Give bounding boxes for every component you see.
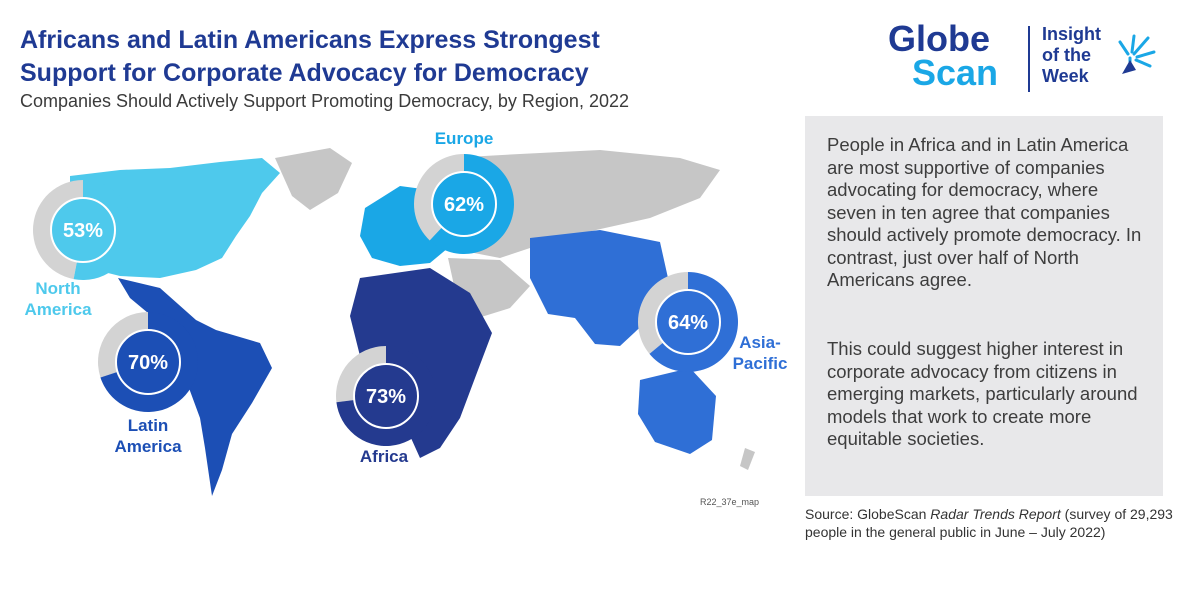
donut-2: 70% Latin America (97, 312, 198, 456)
donut-center (431, 171, 497, 237)
donut-center (50, 197, 116, 263)
donut-remainder-slice (33, 180, 83, 280)
region-label-line-2: America (114, 437, 182, 456)
source-prefix: Source: GlobeScan (805, 506, 931, 522)
logo-scan-text: Scan (912, 52, 999, 93)
donut-center (115, 329, 181, 395)
donut-value-slice (649, 272, 738, 372)
insight-paragraph-2: This could suggest higher interest in co… (827, 338, 1138, 449)
region-label: Europe (435, 129, 494, 148)
chart-title: Africans and Latin Americans Express Str… (20, 24, 720, 90)
donut-0: 53% North America (24, 180, 134, 319)
donut-value-slice (100, 312, 198, 412)
donut-1: 62% Europe (413, 129, 514, 254)
donut-4: 64% Asia- Pacific (638, 272, 787, 373)
donut-remainder-slice (336, 346, 386, 403)
land-latin-america (118, 278, 272, 496)
land-australia (638, 368, 716, 454)
donut-center (655, 289, 721, 355)
region-label: North America (24, 279, 92, 319)
region-label: Asia- Pacific (733, 333, 788, 373)
insight-of-the-week-label: Insight of the Week (1042, 24, 1101, 87)
source-report-name: Radar Trends Report (930, 506, 1061, 522)
donut-value-label: 53% (63, 220, 103, 242)
region-label-line-1: Africa (360, 447, 409, 466)
title-line-1: Africans and Latin Americans Express Str… (20, 26, 600, 54)
land-asia-pacific (530, 230, 668, 346)
region-label-line-1: Europe (435, 129, 494, 148)
insight-paragraph-1: People in Africa and in Latin America ar… (827, 134, 1142, 290)
donut-remainder-slice (413, 154, 464, 241)
insight-panel: People in Africa and in Latin America ar… (805, 116, 1163, 496)
insight-line-2: of the (1042, 45, 1091, 65)
logo-globe-text: Globe (888, 18, 991, 59)
region-label: Africa (360, 447, 409, 466)
title-line-2: Support for Corporate Advocacy for Democ… (20, 59, 589, 87)
donut-remainder-slice (97, 312, 148, 378)
donut-value-label: 64% (668, 312, 708, 334)
donut-value-slice (429, 154, 514, 254)
land-new-zealand (740, 448, 755, 470)
insight-burst-icon (1118, 34, 1156, 74)
donut-center (353, 363, 419, 429)
donut-value-label: 73% (366, 386, 406, 408)
land-greenland (275, 148, 352, 210)
insight-line-3: Week (1042, 66, 1089, 86)
region-label-line-1: Asia- (739, 333, 781, 352)
logo-divider (1028, 26, 1030, 92)
map-reference-code: R22_37e_map (700, 497, 760, 507)
globescan-logo: Globe Scan Insight of the Week (888, 18, 1178, 102)
region-label-line-1: Latin (128, 416, 169, 435)
donut-3: 73% Africa (336, 346, 436, 466)
donut-value-slice (336, 346, 436, 446)
source-note: Source: GlobeScan Radar Trends Report (s… (805, 505, 1177, 541)
chart-subtitle: Companies Should Actively Support Promot… (20, 91, 629, 111)
insight-line-1: Insight (1042, 24, 1101, 44)
region-label: Latin America (114, 416, 182, 456)
source-suffix: (survey of 29,293 people in the general … (805, 506, 1173, 540)
donut-value-label: 62% (444, 194, 484, 216)
region-label-line-2: America (24, 300, 92, 319)
donut-value-slice (73, 180, 134, 280)
region-label-line-2: Pacific (733, 354, 788, 373)
region-label-line-1: North (35, 279, 80, 298)
donut-value-label: 70% (128, 352, 168, 374)
